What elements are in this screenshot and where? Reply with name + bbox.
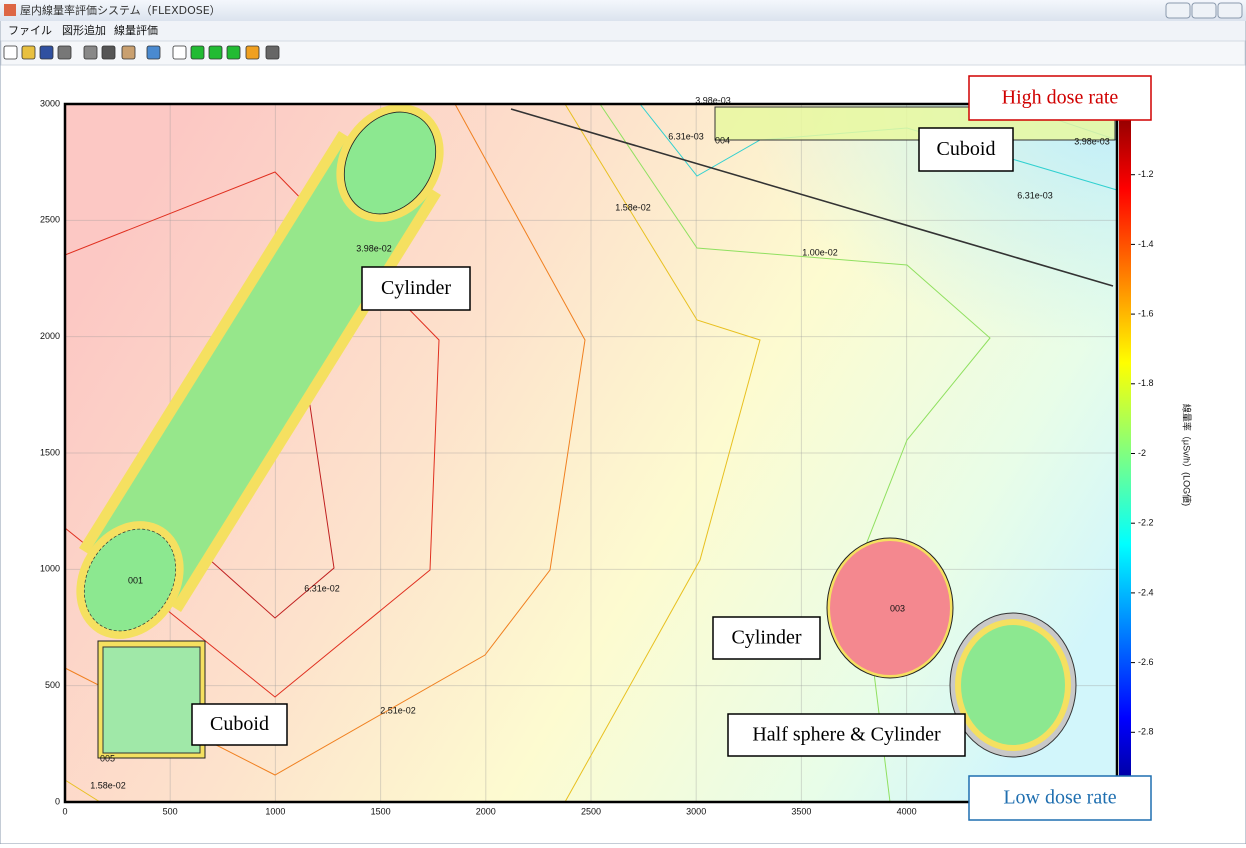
colorbar-tick-label: -2.8 — [1138, 727, 1154, 737]
window-title: 屋内線量率評価システム（FLEXDOSE） — [20, 3, 221, 17]
annotation-box — [727, 713, 966, 757]
contour-label: 1.58e-02 — [90, 780, 126, 790]
y-tick-label: 2500 — [40, 215, 60, 225]
plot-frame — [63, 102, 1119, 804]
toolbar-button[interactable] — [146, 45, 161, 60]
contour-label: 3.98e-02 — [356, 243, 392, 253]
x-tick-label: 4000 — [897, 806, 917, 816]
object-label: 001 — [128, 575, 143, 585]
contour-label: 2.51e-02 — [380, 705, 416, 715]
annotation-box — [968, 75, 1152, 121]
annotation: Half sphere & Cylinder — [752, 724, 941, 746]
annotation-box — [191, 703, 288, 746]
contour-label: 1.58e-02 — [615, 202, 651, 212]
contour-line — [564, 103, 761, 803]
toolbar-button[interactable] — [83, 45, 98, 60]
menu-bar — [1, 21, 1245, 41]
object-label: 004 — [715, 135, 730, 145]
x-tick-label: 1500 — [371, 806, 391, 816]
annotation-box — [361, 266, 471, 311]
toolbar-button[interactable] — [21, 45, 36, 60]
contour-line — [64, 779, 101, 803]
toolbar-button[interactable] — [245, 45, 260, 60]
contour-line — [64, 103, 586, 776]
annotation: Cuboid — [210, 713, 269, 735]
measure-line — [510, 108, 1114, 287]
toolbar-button[interactable] — [265, 45, 280, 60]
annotation-box — [918, 127, 1014, 172]
contour-label: 3.98e-03 — [1074, 136, 1110, 146]
annotation: Low dose rate — [1003, 787, 1116, 809]
close-button[interactable] — [1217, 2, 1243, 19]
toolbar-button[interactable] — [3, 45, 18, 60]
x-tick-label: 500 — [163, 806, 178, 816]
contour-line — [64, 171, 440, 698]
x-tick-label: 3500 — [791, 806, 811, 816]
menu-item[interactable]: 線量評価 — [114, 23, 158, 37]
contour-label: 6.31e-02 — [304, 583, 340, 593]
toolbar-button[interactable] — [101, 45, 116, 60]
annotation: Cuboid — [937, 138, 996, 160]
colorbar-tick-label: -2 — [1138, 448, 1146, 458]
colorbar — [1119, 105, 1131, 802]
colorbar-tick-label: -2.4 — [1138, 587, 1154, 597]
toolbar-button[interactable] — [208, 45, 223, 60]
menu-item[interactable]: 図形追加 — [62, 23, 106, 37]
cylinder-end — [83, 528, 177, 632]
y-tick-label: 1500 — [40, 447, 60, 457]
x-tick-label: 2500 — [581, 806, 601, 816]
cylinder-end — [343, 111, 437, 215]
y-tick-label: 500 — [45, 680, 60, 690]
annotation-box — [968, 775, 1152, 821]
colorbar-tick-label: -1.2 — [1138, 169, 1154, 179]
plot: 3.98e-03 6.31e-03 1.58e-02 1.00e-02 6.31e-03… — [40, 75, 1193, 821]
x-tick-label: 0 — [62, 806, 67, 816]
colorbar-tick-label: -1.6 — [1138, 308, 1154, 318]
cylinder-body — [88, 137, 432, 606]
contour-label: 1.00e-02 — [802, 247, 838, 257]
annotation: High dose rate — [1002, 87, 1119, 109]
window-controls — [1165, 2, 1243, 19]
x-tick-label: 3000 — [686, 806, 706, 816]
contour-label: 6.31e-03 — [668, 131, 704, 141]
annotation-box — [712, 616, 821, 660]
toolbar-button[interactable] — [226, 45, 241, 60]
y-tick-label: 2000 — [40, 331, 60, 341]
cuboid-body — [102, 646, 201, 754]
menu-item[interactable]: ファイル — [8, 24, 52, 37]
x-tick-label: 1000 — [265, 806, 285, 816]
annotation: Cylinder — [381, 277, 451, 299]
colorbar-tick-label: -1.8 — [1138, 378, 1154, 388]
contour-label: 6.31e-03 — [1017, 190, 1053, 200]
title-bar — [0, 0, 1246, 21]
maximize-button[interactable] — [1191, 2, 1217, 19]
half-sphere-body — [961, 625, 1065, 745]
toolbar — [0, 40, 1246, 66]
toolbar-button[interactable] — [57, 45, 72, 60]
object-label: 005 — [100, 753, 115, 763]
colorbar-tick-label: -1.4 — [1138, 239, 1154, 249]
y-tick-label: 0 — [55, 796, 60, 806]
app-icon — [4, 4, 16, 16]
contour-label: 3.98e-03 — [695, 95, 731, 105]
toolbar-button[interactable] — [39, 45, 54, 60]
minimize-button[interactable] — [1165, 2, 1191, 19]
colorbar-label: 線量率（μSv/h）(LOG値) — [1182, 404, 1193, 506]
toolbar-icons — [3, 45, 280, 60]
toolbar-button[interactable] — [172, 45, 187, 60]
y-tick-label: 1000 — [40, 564, 60, 574]
cylinder-body — [830, 541, 950, 675]
object-label: 003 — [890, 603, 905, 613]
colorbar-tick-label: -2.2 — [1138, 518, 1154, 528]
colorbar-tick-label: -2.6 — [1138, 657, 1154, 667]
x-tick-label: 2000 — [476, 806, 496, 816]
toolbar-button[interactable] — [190, 45, 205, 60]
annotation: Cylinder — [732, 627, 802, 649]
y-tick-label: 3000 — [40, 98, 60, 108]
toolbar-button[interactable] — [121, 45, 136, 60]
